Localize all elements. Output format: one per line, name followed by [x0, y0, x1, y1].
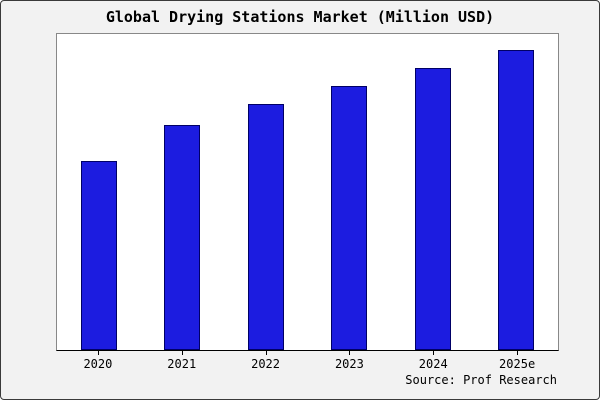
axis-tick — [265, 351, 267, 355]
x-axis-label-cell: 2025e — [499, 351, 535, 373]
x-axis-label-cell: 2024 — [415, 351, 451, 373]
source-caption: Source: Prof Research — [405, 373, 557, 387]
x-axis-labels: 2020 2021 2022 2023 2024 2025e — [56, 351, 559, 373]
x-axis-label-cell: 2021 — [164, 351, 200, 373]
axis-tick — [349, 351, 351, 355]
x-axis-label: 2021 — [167, 357, 197, 371]
x-axis-label: 2024 — [418, 357, 448, 371]
x-axis-label-cell: 2023 — [331, 351, 367, 373]
axis-tick — [517, 351, 519, 355]
axis-tick — [181, 351, 183, 355]
x-axis-label: 2020 — [83, 357, 113, 371]
bar-2025e — [498, 50, 535, 350]
bar-2020 — [80, 161, 117, 350]
bar-2023 — [331, 86, 368, 350]
x-axis-label: 2025e — [499, 357, 536, 371]
plot-area — [56, 33, 559, 351]
bar-2021 — [164, 125, 201, 350]
bar-2022 — [247, 104, 284, 350]
bar-2024 — [414, 68, 451, 350]
chart-title: Global Drying Stations Market (Million U… — [105, 8, 495, 26]
x-axis-label-cell: 2020 — [80, 351, 116, 373]
x-axis-label: 2022 — [251, 357, 281, 371]
bars-container — [57, 34, 558, 350]
x-axis-label-cell: 2022 — [248, 351, 284, 373]
axis-tick — [433, 351, 435, 355]
x-axis-label: 2023 — [334, 357, 364, 371]
axis-tick — [97, 351, 99, 355]
